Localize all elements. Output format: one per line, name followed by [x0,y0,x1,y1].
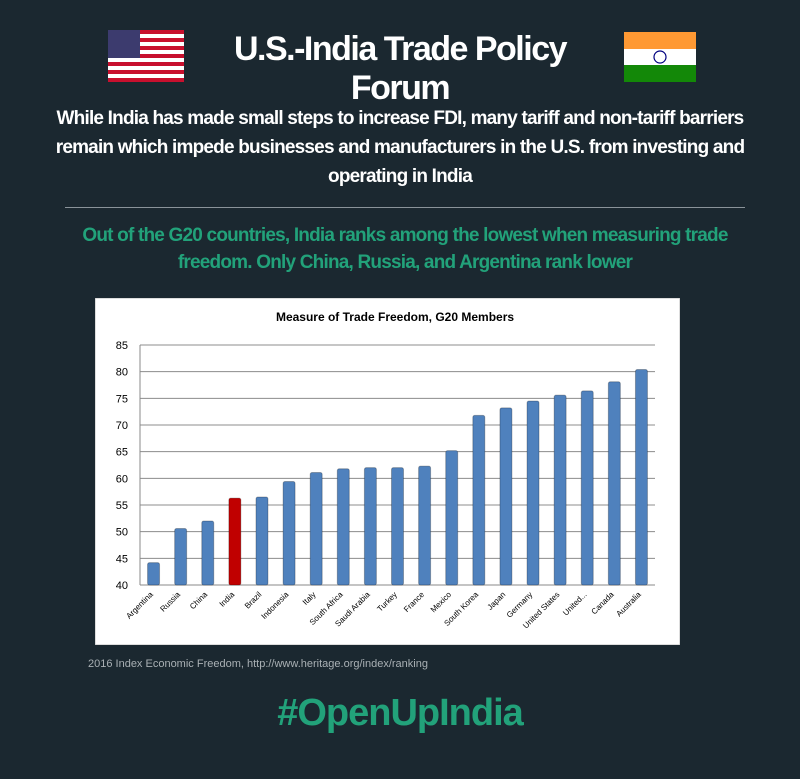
divider [65,207,745,208]
bar [363,467,377,586]
page-title: U.S.-India Trade Policy Forum [233,30,568,107]
bar [418,465,432,586]
source: 2016 Index Economic Freedom, http://www.… [88,658,428,670]
y-tick-label: 65 [116,447,128,459]
y-tick-label: 80 [116,367,128,379]
bar [580,390,594,586]
bar [553,394,567,586]
y-tick-label: 70 [116,420,128,432]
y-tick-label: 50 [116,527,128,539]
bar [445,450,459,586]
y-tick-label: 85 [116,340,128,352]
y-tick-label: 55 [116,500,128,512]
us-flag [108,30,184,82]
bar [228,497,242,586]
bar [174,527,188,586]
chart: Measure of Trade Freedom, G20 Members 40… [95,298,680,645]
bar [255,496,269,586]
subtitle: While India has made small steps to incr… [55,108,745,187]
chart-title: Measure of Trade Freedom, G20 Members [276,310,514,324]
bar [472,414,486,586]
hashtag: #OpenUpIndia [277,692,524,734]
bar [526,400,540,586]
finding: Out of the G20 countries, India ranks am… [82,225,728,273]
bar [634,369,648,586]
bar [391,467,404,586]
bar [309,471,323,586]
bar [282,481,296,586]
bar [201,520,215,586]
y-tick-label: 75 [116,393,128,405]
y-tick-label: 40 [116,580,128,592]
bar [147,562,161,586]
y-tick-label: 60 [116,473,128,485]
india-flag [624,32,696,82]
bar [607,381,621,586]
y-tick-label: 45 [116,553,128,565]
bar [336,468,350,586]
bar [499,407,513,586]
